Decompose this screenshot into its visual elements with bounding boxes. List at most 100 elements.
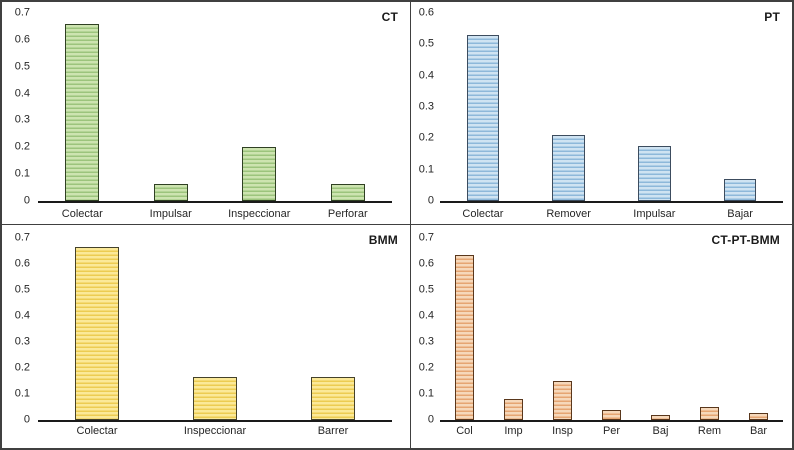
bar-perforar — [330, 184, 365, 201]
bar-slot — [304, 184, 393, 201]
y-tick-0.3: 0.3 — [14, 335, 30, 348]
y-tick-0.2: 0.2 — [14, 140, 30, 153]
x-label-colectar: Colectar — [76, 425, 118, 437]
chart-panel-ct-pt-bmm: CT-PT-BMM 0.7 0.6 0.5 0.4 0.3 0.2 0.1 0 Col Imp I… — [411, 225, 792, 448]
x-label-impulsar: Impulsar — [149, 208, 192, 220]
bar-colectar — [65, 24, 100, 201]
y-tick-0.1: 0.1 — [14, 387, 30, 400]
chart-title-bmm: BMM — [368, 233, 398, 247]
bar-slot — [156, 377, 274, 420]
y-tick-0.7: 0.7 — [14, 6, 30, 19]
bar-remover — [552, 135, 585, 201]
y-tick-0.6: 0.6 — [418, 257, 434, 270]
bar-slot — [587, 410, 636, 420]
chart-title-pt: PT — [764, 10, 780, 24]
y-axis-ct: 0.7 0.6 0.5 0.4 0.3 0.2 0.1 0 — [4, 7, 30, 206]
bar-insp — [553, 381, 572, 420]
y-axis-pt: 0.6 0.5 0.4 0.3 0.2 0.1 0 — [411, 7, 434, 206]
y-axis-bmm: 0.7 0.6 0.5 0.4 0.3 0.2 0.1 0 — [4, 232, 30, 425]
y-tick-0.5: 0.5 — [418, 283, 434, 296]
x-label-remover: Remover — [546, 208, 591, 220]
bar-inspeccionar — [192, 377, 238, 420]
y-tick-0: 0 — [427, 413, 434, 426]
x-label-inspeccionar: Inspeccionar — [183, 425, 247, 437]
x-axis-labels-ct: Colectar Impulsar Inspeccionar Perforar — [38, 208, 392, 221]
x-axis-labels-ct-pt-bmm: Col Imp Insp Per Baj Rem Bar — [440, 425, 783, 438]
chart-title-ct: CT — [381, 10, 398, 24]
bar-slot — [215, 147, 304, 201]
x-axis-labels-pt: Colectar Remover Impulsar Bajar — [440, 208, 783, 221]
plot-area-pt — [440, 13, 783, 203]
x-label-bajar: Bajar — [727, 208, 753, 220]
x-label-colectar: Colectar — [61, 208, 103, 220]
chart-panel-bmm: BMM 0.7 0.6 0.5 0.4 0.3 0.2 0.1 0 Colectar Inspe… — [2, 225, 410, 448]
bar-imp — [504, 399, 523, 420]
x-axis-labels-bmm: Colectar Inspeccionar Barrer — [38, 425, 392, 438]
y-tick-0.6: 0.6 — [14, 33, 30, 46]
y-tick-0.5: 0.5 — [14, 60, 30, 73]
x-label-perforar: Perforar — [327, 208, 368, 220]
y-tick-0.2: 0.2 — [418, 361, 434, 374]
y-tick-0: 0 — [23, 413, 30, 426]
y-tick-0.3: 0.3 — [418, 335, 434, 348]
bar-slot — [538, 381, 587, 420]
bar-slot — [38, 247, 156, 420]
x-label-colectar: Colectar — [462, 208, 504, 220]
x-label-bar: Bar — [749, 425, 768, 437]
y-tick-0: 0 — [23, 194, 30, 207]
y-tick-0.4: 0.4 — [418, 309, 434, 322]
x-label-impulsar: Impulsar — [633, 208, 676, 220]
bar-inspeccionar — [242, 147, 277, 201]
bar-colectar — [466, 35, 500, 201]
plot-area-ct — [38, 13, 392, 203]
y-tick-0.4: 0.4 — [14, 87, 30, 100]
bar-slot — [38, 24, 127, 201]
y-tick-0: 0 — [427, 194, 434, 207]
chart-title-ct-pt-bmm: CT-PT-BMM — [711, 233, 780, 247]
y-axis-ct-pt-bmm: 0.7 0.6 0.5 0.4 0.3 0.2 0.1 0 — [411, 232, 434, 425]
bar-slot — [697, 179, 783, 201]
bar-slot — [274, 377, 392, 420]
y-tick-0.7: 0.7 — [14, 231, 30, 244]
bar-slot — [127, 184, 216, 201]
chart-panel-pt: PT 0.6 0.5 0.4 0.3 0.2 0.1 0 Colectar Remover Im… — [411, 2, 792, 224]
y-tick-0.3: 0.3 — [14, 113, 30, 126]
x-label-insp: Insp — [552, 425, 573, 437]
y-tick-0.2: 0.2 — [14, 361, 30, 374]
y-tick-0.1: 0.1 — [418, 163, 434, 176]
y-tick-0.6: 0.6 — [14, 257, 30, 270]
x-label-baj: Baj — [652, 425, 669, 437]
y-tick-0.5: 0.5 — [14, 283, 30, 296]
y-tick-0.6: 0.6 — [418, 6, 434, 19]
bar-col — [455, 255, 474, 420]
y-tick-0.5: 0.5 — [418, 37, 434, 50]
x-label-imp: Imp — [504, 425, 523, 437]
y-tick-0.3: 0.3 — [418, 100, 434, 113]
bar-slot — [685, 407, 734, 420]
y-tick-0.1: 0.1 — [418, 387, 434, 400]
x-label-inspeccionar: Inspeccionar — [228, 208, 291, 220]
bar-barrer — [310, 377, 356, 420]
plot-area-bmm — [38, 238, 392, 422]
x-label-rem: Rem — [697, 425, 722, 437]
y-tick-0.2: 0.2 — [418, 131, 434, 144]
bar-slot — [526, 135, 612, 201]
x-label-col: Col — [456, 425, 473, 437]
chart-panel-ct: CT 0.7 0.6 0.5 0.4 0.3 0.2 0.1 0 Colectar Impuls… — [2, 2, 410, 224]
y-tick-0.7: 0.7 — [418, 231, 434, 244]
bar-impulsar — [153, 184, 188, 201]
bar-impulsar — [638, 146, 671, 201]
bar-slot — [636, 415, 685, 420]
bar-baj — [651, 415, 670, 420]
bar-slot — [489, 399, 538, 420]
bar-slot — [440, 35, 526, 201]
y-tick-0.1: 0.1 — [14, 167, 30, 180]
bar-per — [602, 410, 621, 420]
bar-slot — [734, 413, 783, 420]
bar-rem — [700, 407, 719, 420]
bar-colectar — [74, 247, 120, 420]
bar-slot — [440, 255, 489, 420]
bar-bar — [749, 413, 768, 420]
plot-area-ct-pt-bmm — [440, 238, 783, 422]
